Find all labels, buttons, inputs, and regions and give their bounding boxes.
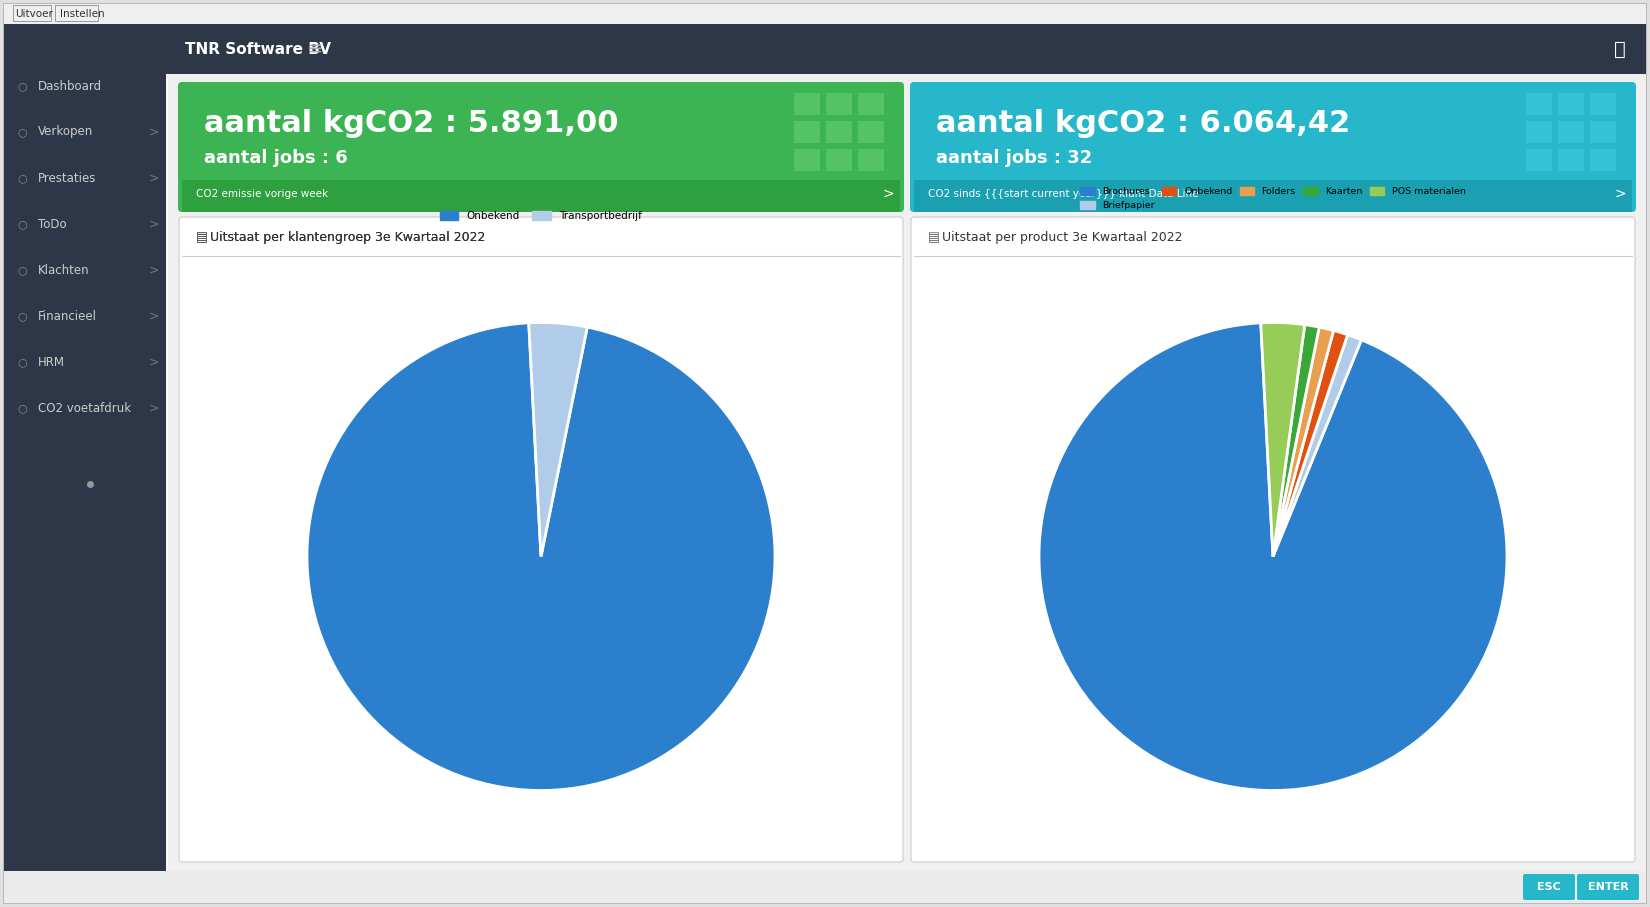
Text: Prestaties: Prestaties: [38, 171, 96, 184]
Text: >: >: [148, 309, 160, 323]
FancyBboxPatch shape: [794, 149, 820, 171]
Bar: [182, 220, 899, 256]
Bar: [3, 74, 167, 903]
FancyBboxPatch shape: [1577, 874, 1638, 900]
FancyBboxPatch shape: [1591, 121, 1615, 143]
Text: ○: ○: [16, 173, 26, 183]
FancyBboxPatch shape: [827, 149, 851, 171]
Text: Uitstaat per klantengroep 3e Kwartaal 2022: Uitstaat per klantengroep 3e Kwartaal 20…: [210, 231, 485, 245]
Text: ENTER: ENTER: [1587, 882, 1629, 892]
Bar: [914, 220, 1632, 256]
Text: CO2 emissie vorige week: CO2 emissie vorige week: [196, 189, 328, 199]
FancyBboxPatch shape: [1526, 93, 1553, 115]
Text: ○: ○: [16, 127, 26, 137]
FancyBboxPatch shape: [1523, 874, 1576, 900]
Text: CO2 voetafdruk: CO2 voetafdruk: [38, 402, 130, 414]
Bar: [168, 74, 1647, 871]
Wedge shape: [307, 323, 776, 791]
Text: Dashboard: Dashboard: [38, 80, 102, 93]
FancyBboxPatch shape: [1526, 149, 1553, 171]
FancyBboxPatch shape: [178, 82, 904, 212]
Text: >: >: [148, 402, 160, 414]
Wedge shape: [1261, 323, 1305, 557]
Legend: Onbekend, Transportbedrijf: Onbekend, Transportbedrijf: [439, 210, 642, 221]
FancyBboxPatch shape: [794, 93, 820, 115]
Wedge shape: [1274, 335, 1361, 557]
Text: aantal jobs : 6: aantal jobs : 6: [205, 149, 348, 167]
FancyBboxPatch shape: [1526, 121, 1553, 143]
Text: >: >: [148, 264, 160, 277]
FancyBboxPatch shape: [1558, 93, 1584, 115]
Legend: Brochures, Briefpapier, Onbekend, Folders, Kaarten, POS materialen: Brochures, Briefpapier, Onbekend, Folder…: [1081, 187, 1465, 210]
Text: ⮞: ⮞: [1614, 40, 1625, 58]
Text: ESC: ESC: [1538, 882, 1561, 892]
FancyBboxPatch shape: [1558, 121, 1584, 143]
Text: >: >: [148, 218, 160, 230]
Text: ▤: ▤: [196, 231, 208, 245]
Wedge shape: [528, 323, 587, 557]
FancyBboxPatch shape: [911, 217, 1635, 862]
Text: ○: ○: [16, 403, 26, 413]
Text: Instellen: Instellen: [59, 9, 104, 19]
Bar: [13, 5, 51, 21]
FancyBboxPatch shape: [858, 93, 884, 115]
Text: ○: ○: [16, 357, 26, 367]
Text: Uitstaat per klantengroep 3e Kwartaal 2022: Uitstaat per klantengroep 3e Kwartaal 20…: [210, 231, 485, 245]
Text: >: >: [148, 125, 160, 139]
Bar: [3, 871, 1647, 903]
Text: >: >: [148, 356, 160, 368]
FancyBboxPatch shape: [858, 121, 884, 143]
Bar: [3, 24, 1647, 74]
Text: aantal kgCO2 : 5.891,00: aantal kgCO2 : 5.891,00: [205, 110, 619, 139]
FancyBboxPatch shape: [911, 82, 1637, 212]
FancyBboxPatch shape: [827, 121, 851, 143]
Text: ○: ○: [16, 311, 26, 321]
Text: >: >: [148, 171, 160, 184]
Bar: [182, 180, 899, 212]
FancyBboxPatch shape: [1591, 93, 1615, 115]
FancyBboxPatch shape: [858, 149, 884, 171]
Wedge shape: [1274, 330, 1348, 557]
Text: Uitstaat per product 3e Kwartaal 2022: Uitstaat per product 3e Kwartaal 2022: [942, 231, 1183, 245]
FancyBboxPatch shape: [794, 121, 820, 143]
Bar: [914, 180, 1632, 212]
Bar: [3, 4, 1647, 24]
FancyBboxPatch shape: [178, 217, 903, 862]
Text: Verkopen: Verkopen: [38, 125, 94, 139]
Bar: [54, 5, 97, 21]
Text: >: >: [883, 187, 894, 201]
Text: ▤: ▤: [196, 231, 208, 245]
Text: CO2 sinds {{{start current year}}} klant Data Line: CO2 sinds {{{start current year}}} klant…: [927, 189, 1198, 199]
Text: Uitvoer: Uitvoer: [15, 9, 53, 19]
Text: Financieel: Financieel: [38, 309, 97, 323]
Text: ▤: ▤: [927, 231, 940, 245]
FancyBboxPatch shape: [1591, 149, 1615, 171]
FancyBboxPatch shape: [827, 93, 851, 115]
Text: ≡: ≡: [307, 40, 322, 58]
Text: ○: ○: [16, 265, 26, 275]
Text: ToDo: ToDo: [38, 218, 66, 230]
Text: HRM: HRM: [38, 356, 64, 368]
FancyBboxPatch shape: [1558, 149, 1584, 171]
Text: >: >: [1614, 187, 1625, 201]
Text: Klachten: Klachten: [38, 264, 89, 277]
FancyBboxPatch shape: [3, 4, 1647, 903]
Text: aantal kgCO2 : 6.064,42: aantal kgCO2 : 6.064,42: [936, 110, 1350, 139]
Text: ○: ○: [16, 219, 26, 229]
Wedge shape: [1040, 323, 1506, 791]
Text: aantal jobs : 32: aantal jobs : 32: [936, 149, 1092, 167]
Text: ○: ○: [16, 81, 26, 91]
Wedge shape: [1274, 327, 1333, 557]
Text: TNR Software BV: TNR Software BV: [185, 42, 332, 56]
Wedge shape: [1274, 325, 1320, 557]
